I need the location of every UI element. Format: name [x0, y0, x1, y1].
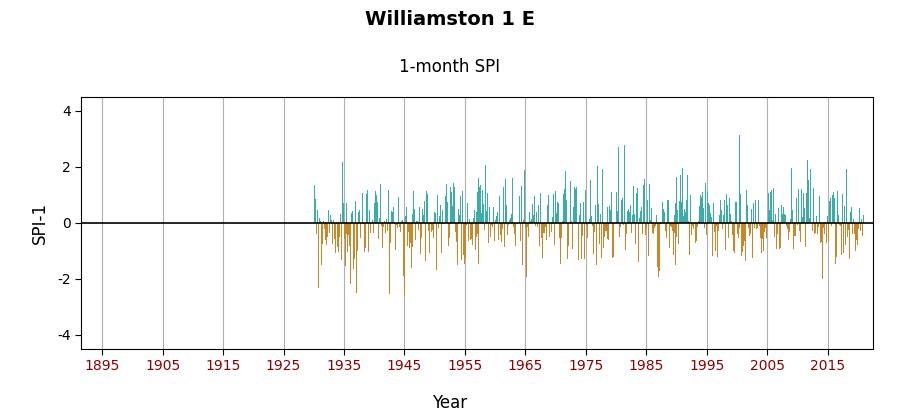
Text: Williamston 1 E: Williamston 1 E: [365, 10, 535, 29]
Text: Year: Year: [432, 394, 468, 412]
Y-axis label: SPI-1: SPI-1: [31, 202, 49, 244]
Text: 1-month SPI: 1-month SPI: [400, 58, 500, 76]
